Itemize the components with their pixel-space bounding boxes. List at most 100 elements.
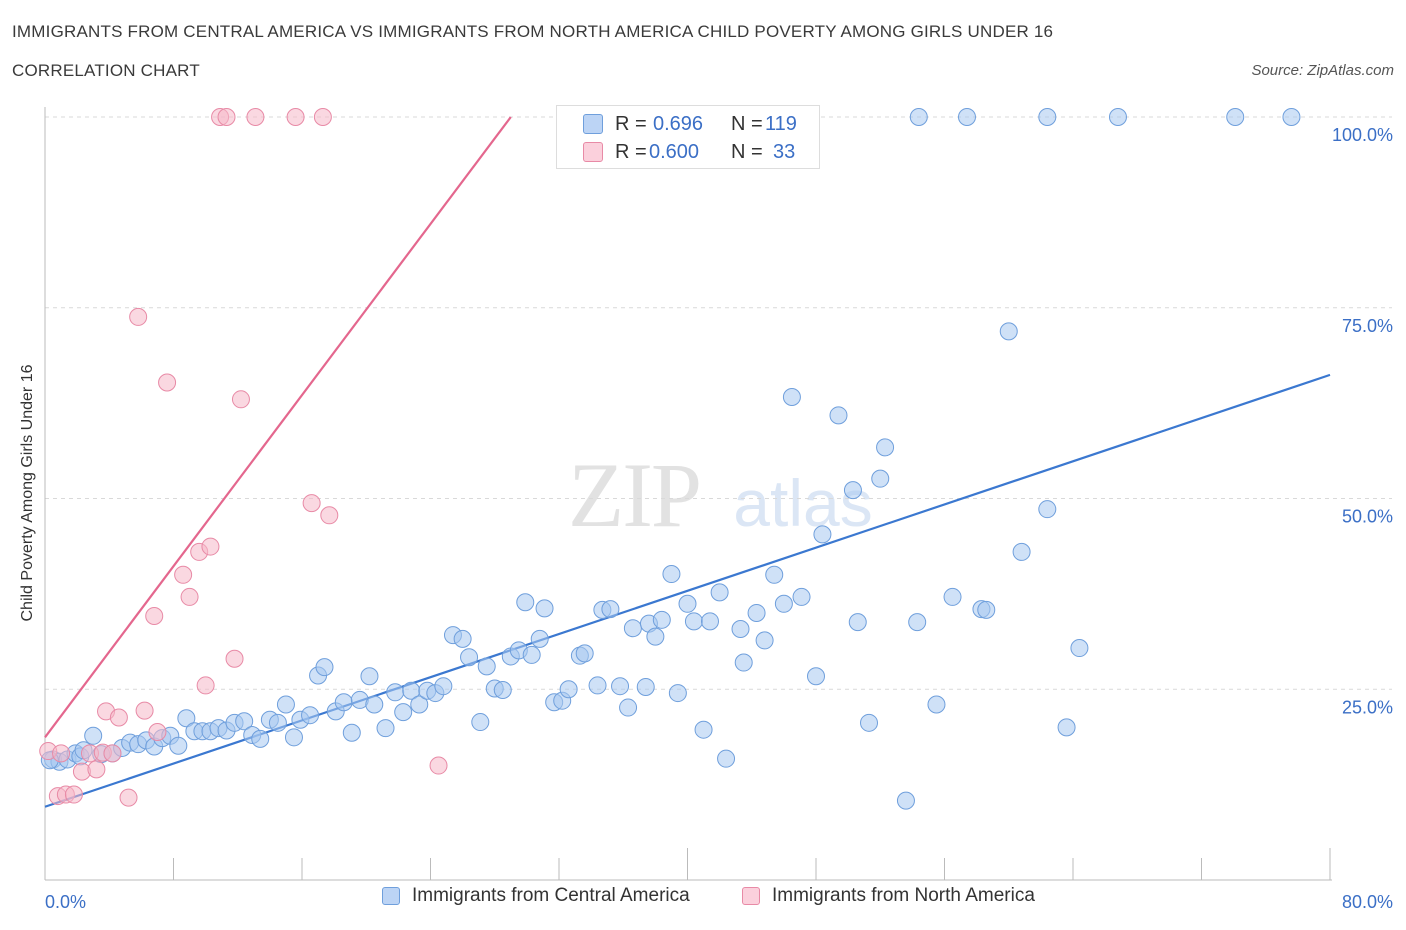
data-point-central-america (410, 695, 429, 714)
data-point-north-america (87, 760, 106, 779)
data-point-central-america (977, 600, 996, 619)
data-point-central-america (678, 594, 697, 613)
data-point-central-america (623, 619, 642, 638)
data-point-central-america (636, 677, 655, 696)
data-point-central-america (908, 613, 927, 632)
data-point-central-america (535, 599, 554, 618)
n-label: N = (731, 112, 763, 135)
watermark: ZIP atlas (568, 444, 873, 546)
legend-item-central-america[interactable]: Immigrants from Central America (382, 885, 690, 907)
data-point-central-america (896, 791, 915, 810)
data-point-central-america (646, 627, 665, 646)
x-tick-label-left: 0.0% (45, 892, 86, 912)
data-point-central-america (807, 667, 825, 686)
data-point-central-america (1070, 639, 1089, 658)
data-point-central-america (668, 684, 687, 703)
data-point-central-america (1038, 108, 1057, 126)
legend-swatch-blue (382, 887, 400, 905)
data-point-central-america (235, 712, 254, 731)
source-attribution: Source: ZipAtlas.com (1251, 62, 1394, 79)
data-point-central-america (611, 677, 630, 696)
y-tick-label: 75.0% (1342, 316, 1393, 336)
data-point-central-america (755, 631, 774, 650)
n-label: N = (731, 140, 763, 163)
data-point-north-america (145, 607, 164, 626)
data-point-central-america (765, 565, 784, 584)
data-point-north-america (429, 756, 448, 775)
data-point-central-america (710, 583, 729, 602)
y-tick-label: 25.0% (1342, 697, 1393, 717)
data-point-central-america (177, 709, 196, 728)
data-point-central-america (694, 720, 713, 739)
data-point-north-america (217, 108, 236, 126)
data-point-central-america (365, 695, 384, 714)
data-point-central-america (453, 629, 472, 648)
data-point-central-america (731, 619, 750, 638)
stats-swatch-blue (583, 114, 603, 134)
data-point-central-america (601, 600, 620, 619)
data-point-north-america (103, 744, 122, 763)
data-point-north-america (148, 722, 167, 741)
stats-swatch-pink (583, 142, 603, 162)
data-point-central-america (999, 322, 1018, 341)
data-point-central-america (684, 612, 703, 631)
data-point-central-america (268, 713, 287, 732)
data-point-north-america (246, 108, 265, 126)
data-point-central-america (84, 726, 103, 745)
data-point-central-america (792, 587, 811, 606)
data-point-central-america (386, 683, 405, 702)
r-label: R = (615, 112, 647, 135)
watermark-atlas: atlas (733, 466, 872, 540)
data-point-central-america (876, 438, 895, 457)
legend-label: Immigrants from North America (772, 885, 1035, 906)
data-point-central-america (276, 695, 295, 714)
data-point-central-america (315, 658, 334, 677)
data-point-central-america (1282, 108, 1301, 126)
data-point-central-america (251, 729, 270, 748)
data-point-north-america (135, 701, 154, 720)
legend-item-north-america[interactable]: Immigrants from North America (742, 885, 1035, 907)
data-point-north-america (180, 587, 199, 606)
data-point-central-america (871, 469, 890, 488)
data-point-central-america (774, 594, 793, 613)
data-point-central-america (360, 667, 379, 686)
data-point-central-america (434, 677, 453, 696)
data-point-central-america (1057, 718, 1076, 737)
data-point-north-america (174, 565, 193, 584)
data-point-north-america (119, 788, 138, 807)
r-value-central-america: 0.696 (653, 112, 704, 135)
data-point-central-america (652, 610, 671, 629)
stats-box: R = 0.696 N = 119 R = 0.600 N = 33 (556, 105, 820, 169)
data-point-north-america (109, 708, 128, 727)
data-point-central-america (662, 565, 681, 584)
gridlines (45, 116, 1392, 690)
data-point-central-america (477, 657, 496, 676)
data-point-central-america (860, 713, 879, 732)
data-point-north-america (158, 373, 177, 392)
data-point-central-america (1108, 108, 1127, 126)
x-tick-label-right: 80.0% (1342, 892, 1393, 912)
axis-tick-labels: 100.0% 75.0% 50.0% 25.0% 0.0% 80.0% (45, 125, 1393, 912)
legend-swatch-pink (742, 887, 760, 905)
data-point-north-america (201, 537, 220, 556)
legend-label: Immigrants from Central America (412, 885, 690, 906)
data-point-central-america (588, 676, 607, 695)
data-point-north-america (196, 676, 215, 695)
data-point-central-america (342, 723, 361, 742)
data-point-north-america (320, 506, 339, 525)
y-tick-label: 100.0% (1332, 125, 1393, 145)
data-point-central-america (848, 613, 867, 632)
data-point-central-america (747, 603, 766, 622)
data-point-central-america (530, 629, 549, 648)
chart-title: IMMIGRANTS FROM CENTRAL AMERICA VS IMMIG… (12, 22, 1054, 41)
data-point-central-america (559, 680, 578, 699)
trendline-central-america (44, 373, 1331, 808)
data-point-central-america (284, 728, 303, 747)
n-value-north-america: 33 (773, 140, 796, 163)
data-point-central-america (829, 406, 848, 425)
r-label: R = (615, 140, 647, 163)
data-point-north-america (231, 390, 250, 409)
data-point-central-america (957, 108, 976, 126)
data-point-north-america (52, 744, 71, 763)
data-point-central-america (516, 593, 535, 612)
